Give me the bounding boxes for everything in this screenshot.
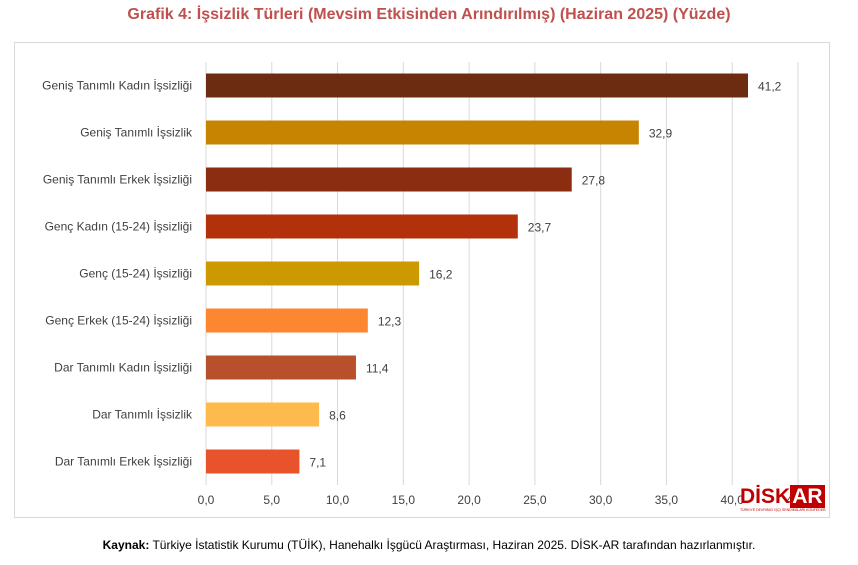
category-label: Geniş Tanımlı Kadın İşsizliği [42, 79, 192, 93]
category-label: Dar Tanımlı Kadın İşsizliği [54, 361, 192, 375]
bar [206, 73, 749, 98]
x-tick-label: 25,0 [523, 493, 547, 507]
bar [206, 167, 572, 192]
category-label: Geniş Tanımlı Erkek İşsizliği [43, 173, 192, 187]
bars [206, 73, 749, 474]
x-tick-label: 30,0 [589, 493, 613, 507]
category-label: Genç Erkek (15-24) İşsizliği [45, 314, 192, 328]
value-labels: 41,2 32,9 27,8 23,7 16,2 12,3 11,4 8,6 7,1 [309, 80, 781, 470]
value-label: 23,7 [528, 221, 552, 235]
category-label: Dar Tanımlı Erkek İşsizliği [55, 455, 192, 469]
x-tick-label: 35,0 [655, 493, 679, 507]
x-tick-label: 15,0 [392, 493, 416, 507]
bar [206, 355, 356, 380]
category-label: Dar Tanımlı İşsizlik [92, 408, 193, 422]
logo-main: DİSK [740, 485, 791, 508]
category-label: Genç Kadın (15-24) İşsizliği [45, 220, 192, 234]
value-label: 12,3 [378, 315, 402, 329]
bar [206, 402, 320, 427]
category-label: Geniş Tanımlı İşsizlik [80, 126, 193, 140]
x-tick-label: 5,0 [263, 493, 280, 507]
x-tick-label: 10,0 [326, 493, 350, 507]
disk-ar-logo: DİSKAR TÜRKİYE DEVRİMCİ İŞÇİ SENDİKALARI… [740, 485, 826, 516]
category-labels: Geniş Tanımlı Kadın İşsizliği Geniş Tanım… [42, 79, 193, 469]
value-label: 7,1 [309, 456, 326, 470]
value-label: 32,9 [649, 127, 673, 141]
value-label: 8,6 [329, 409, 346, 423]
x-tick-labels: 0,05,010,015,020,025,030,035,040,045,0 [198, 493, 810, 507]
chart-frame [14, 42, 830, 518]
x-tick-label: 20,0 [457, 493, 481, 507]
bar [206, 120, 639, 145]
chart-title: Grafik 4: İşsizlik Türleri (Mevsim Etkis… [127, 6, 731, 23]
value-label: 41,2 [758, 80, 782, 94]
bar [206, 261, 420, 286]
bar [206, 214, 518, 239]
source-note: Kaynak: Türkiye İstatistik Kurumu (TÜİK)… [0, 538, 858, 552]
value-label: 27,8 [582, 174, 606, 188]
bar [206, 449, 300, 474]
category-label: Genç (15-24) İşsizliği [79, 267, 192, 281]
logo-wordmark: DİSKAR [740, 485, 826, 508]
source-label: Kaynak: [102, 538, 150, 552]
bar [206, 308, 368, 333]
value-label: 11,4 [366, 362, 389, 376]
x-tick-label: 0,0 [198, 493, 215, 507]
value-label: 16,2 [429, 268, 453, 282]
x-tick-label: 40,0 [721, 493, 745, 507]
logo-subtitle: TÜRKİYE DEVRİMCİ İŞÇİ SENDİKALARI KONFED… [740, 508, 826, 512]
logo-suffix: AR [790, 485, 825, 508]
source-text: Türkiye İstatistik Kurumu (TÜİK), Haneha… [152, 538, 756, 552]
